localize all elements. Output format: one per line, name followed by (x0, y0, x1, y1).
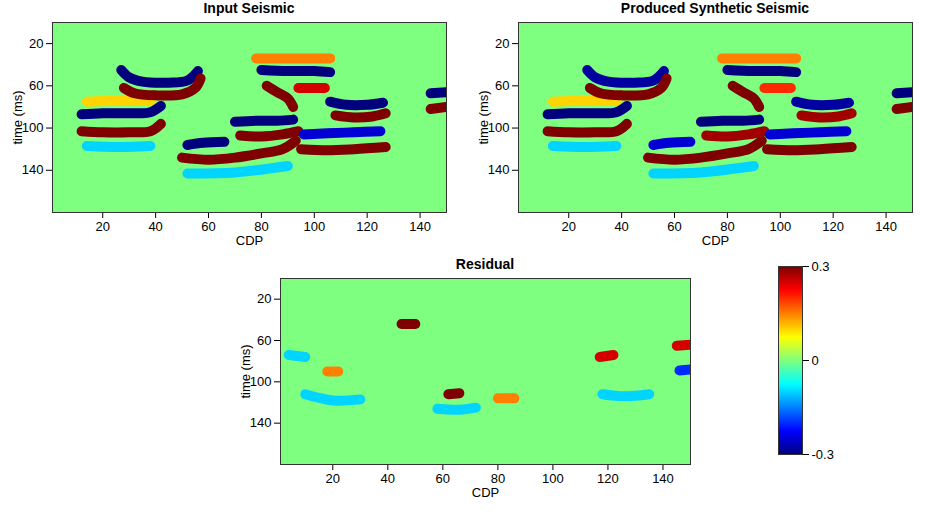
svg-text:0: 0 (812, 353, 819, 368)
svg-text:100: 100 (769, 219, 791, 234)
svg-text:60: 60 (495, 78, 509, 93)
svg-text:80: 80 (254, 219, 268, 234)
svg-text:100: 100 (303, 219, 325, 234)
svg-text:40: 40 (148, 219, 162, 234)
svg-text:100: 100 (542, 471, 564, 486)
svg-text:20: 20 (257, 291, 271, 306)
svg-text:0.3: 0.3 (812, 259, 830, 274)
svg-text:140: 140 (22, 162, 44, 177)
svg-text:140: 140 (652, 471, 674, 486)
svg-text:80: 80 (720, 219, 734, 234)
svg-text:CDP: CDP (236, 233, 263, 248)
svg-text:20: 20 (495, 36, 509, 51)
svg-text:140: 140 (250, 415, 272, 430)
svg-text:100: 100 (22, 120, 44, 135)
svg-text:20: 20 (96, 219, 110, 234)
svg-text:time (ms): time (ms) (476, 90, 491, 144)
html-text:Input Seismic: Input Seismic (203, 0, 295, 16)
svg-text:140: 140 (875, 219, 897, 234)
svg-text:60: 60 (29, 78, 43, 93)
svg-text:140: 140 (409, 219, 431, 234)
svg-text:20: 20 (29, 36, 43, 51)
svg-text:time (ms): time (ms) (238, 344, 253, 398)
svg-text:20: 20 (562, 219, 576, 234)
svg-text:CDP: CDP (472, 485, 499, 500)
svg-text:80: 80 (491, 471, 505, 486)
svg-text:20: 20 (326, 471, 340, 486)
html-text:Produced Synthetic Seismic: Produced Synthetic Seismic (620, 0, 810, 16)
svg-text:60: 60 (257, 333, 271, 348)
svg-text:60: 60 (667, 219, 681, 234)
svg-text:100: 100 (250, 374, 272, 389)
svg-text:120: 120 (822, 219, 844, 234)
svg-text:40: 40 (614, 219, 628, 234)
svg-text:120: 120 (356, 219, 378, 234)
svg-text:CDP: CDP (702, 233, 729, 248)
svg-text:60: 60 (436, 471, 450, 486)
svg-text:40: 40 (381, 471, 395, 486)
svg-text:100: 100 (488, 120, 510, 135)
svg-text:-0.3: -0.3 (812, 447, 834, 462)
svg-text:120: 120 (597, 471, 619, 486)
svg-text:140: 140 (488, 162, 510, 177)
svg-text:time (ms): time (ms) (10, 90, 25, 144)
svg-text:60: 60 (201, 219, 215, 234)
html-text:Residual: Residual (455, 256, 515, 272)
